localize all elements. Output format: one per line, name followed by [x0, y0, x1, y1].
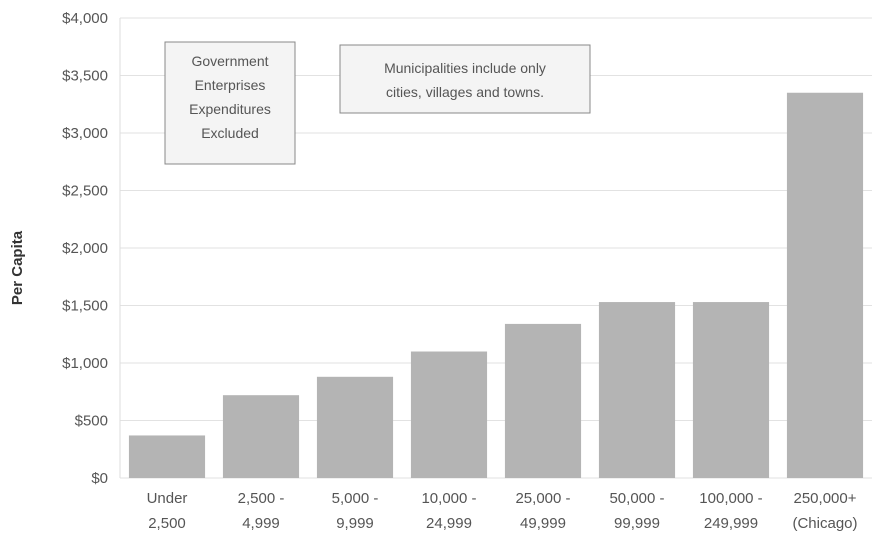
- x-tick-label: Under: [147, 490, 188, 507]
- bar: [786, 92, 864, 478]
- x-tick-label: 100,000 -: [699, 490, 762, 507]
- x-tick-label: 250,000+: [794, 490, 857, 507]
- y-axis: $0 $500 $1,000 $1,500 $2,000 $2,500 $3,000 $3,5…: [62, 10, 121, 487]
- bar: [504, 323, 582, 478]
- y-tick-label: $4,000: [62, 10, 108, 27]
- annotation-box-excluded: Government Enterprises Expenditures Excl…: [164, 41, 296, 165]
- bar: [222, 395, 300, 478]
- y-tick-label: $0: [91, 470, 108, 487]
- annotation-line: Enterprises: [195, 77, 266, 93]
- x-axis-tick-labels: Under 2,500 2,500 - 4,999 5,000 - 9,999 10,000…: [147, 490, 858, 532]
- bar: [128, 435, 206, 478]
- bar: [598, 302, 676, 478]
- x-tick-label: 25,000 -: [515, 490, 570, 507]
- bars: [128, 92, 864, 478]
- y-tick-label: $2,500: [62, 183, 108, 200]
- x-tick-label: 2,500: [148, 515, 186, 532]
- bar: [692, 302, 770, 478]
- annotation-box-municipalities: Municipalities include only cities, vill…: [339, 44, 591, 114]
- annotation-line: Expenditures: [189, 101, 271, 117]
- x-tick-label: 5,000 -: [332, 490, 379, 507]
- x-tick-label: 50,000 -: [609, 490, 664, 507]
- annotation-line: Government: [191, 53, 268, 69]
- y-tick-label: $1,000: [62, 355, 108, 372]
- x-tick-label: 10,000 -: [421, 490, 476, 507]
- bar: [316, 376, 394, 478]
- x-tick-label: (Chicago): [792, 515, 857, 532]
- y-axis-label: Per Capita: [9, 230, 26, 305]
- annotation-line: Municipalities include only: [384, 60, 546, 76]
- x-tick-label: 4,999: [242, 515, 280, 532]
- y-tick-label: $3,000: [62, 125, 108, 142]
- bar: [410, 351, 488, 478]
- x-tick-label: 49,999: [520, 515, 566, 532]
- y-tick-label: $2,000: [62, 240, 108, 257]
- y-tick-label: $1,500: [62, 298, 108, 315]
- x-tick-label: 99,999: [614, 515, 660, 532]
- annotation-line: cities, villages and towns.: [386, 84, 544, 100]
- x-tick-label: 9,999: [336, 515, 374, 532]
- x-tick-label: 2,500 -: [238, 490, 285, 507]
- x-tick-label: 249,999: [704, 515, 758, 532]
- y-tick-label: $500: [75, 413, 108, 430]
- y-tick-label: $3,500: [62, 68, 108, 85]
- annotation-line: Excluded: [201, 125, 259, 141]
- x-tick-label: 24,999: [426, 515, 472, 532]
